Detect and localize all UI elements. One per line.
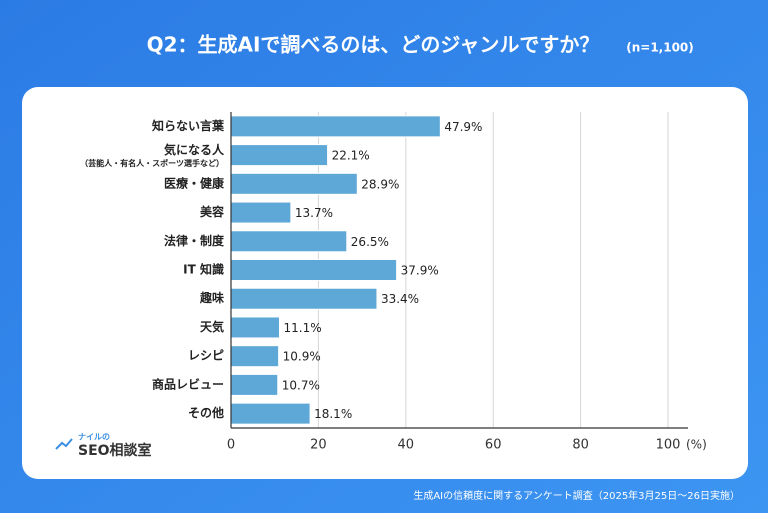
bar [230, 230, 348, 253]
x-tick-label: 80 [572, 438, 589, 453]
bar [230, 144, 329, 167]
x-tick-label: 60 [485, 438, 502, 453]
category-label: 天気 [200, 319, 224, 334]
bar [230, 172, 358, 195]
value-label: 33.4% [381, 292, 419, 306]
value-label: 18.1% [314, 407, 352, 421]
bar [230, 115, 441, 138]
bar [230, 201, 292, 224]
bar [230, 402, 311, 425]
logo-main: SEO相談室 [78, 442, 152, 459]
bar [230, 259, 398, 281]
category-label: 法律・制度 [164, 233, 225, 248]
category-label: IT 知識 [183, 262, 224, 277]
card [22, 87, 748, 479]
bar [230, 316, 281, 339]
x-tick-label: 100 [656, 438, 681, 453]
value-label: 10.7% [282, 378, 320, 392]
category-label: 気になる人（芸能人・有名人・スポーツ選手など） [80, 142, 225, 168]
category-label: レシピ [188, 349, 224, 363]
category-label: 美容 [200, 204, 224, 219]
chart-title: Q2：生成AIで調べるのは、どのジャンルですか？ [147, 33, 600, 57]
x-tick-label: 0 [227, 438, 235, 453]
value-label: 37.9% [401, 264, 439, 278]
value-label: 13.7% [295, 206, 333, 220]
value-label: 28.9% [361, 177, 399, 191]
chart-subtitle: (n=1,100) [626, 41, 694, 55]
x-axis-label: (%) [686, 438, 707, 452]
category-label: 医療・健康 [164, 175, 225, 190]
logo-icon [55, 438, 73, 450]
category-label: 趣味 [199, 290, 224, 305]
value-label: 22.1% [332, 149, 370, 163]
value-label: 11.1% [284, 321, 322, 335]
x-tick-label: 40 [398, 438, 415, 453]
value-label: 26.5% [351, 235, 389, 249]
x-tick-label: 20 [310, 438, 327, 453]
value-label: 10.9% [283, 350, 321, 364]
bar [230, 287, 378, 310]
source-note: 生成AIの信頼度に関するアンケート調査（2025年3月25日～26日実施） [413, 489, 740, 502]
category-label: 知らない言葉 [151, 118, 225, 133]
bar [230, 345, 280, 368]
category-label: その他 [188, 405, 224, 420]
bar [230, 373, 279, 396]
value-label: 47.9% [444, 120, 482, 134]
logo-small: ナイルの [78, 433, 110, 442]
category-label: 商品レビュー [152, 376, 224, 391]
